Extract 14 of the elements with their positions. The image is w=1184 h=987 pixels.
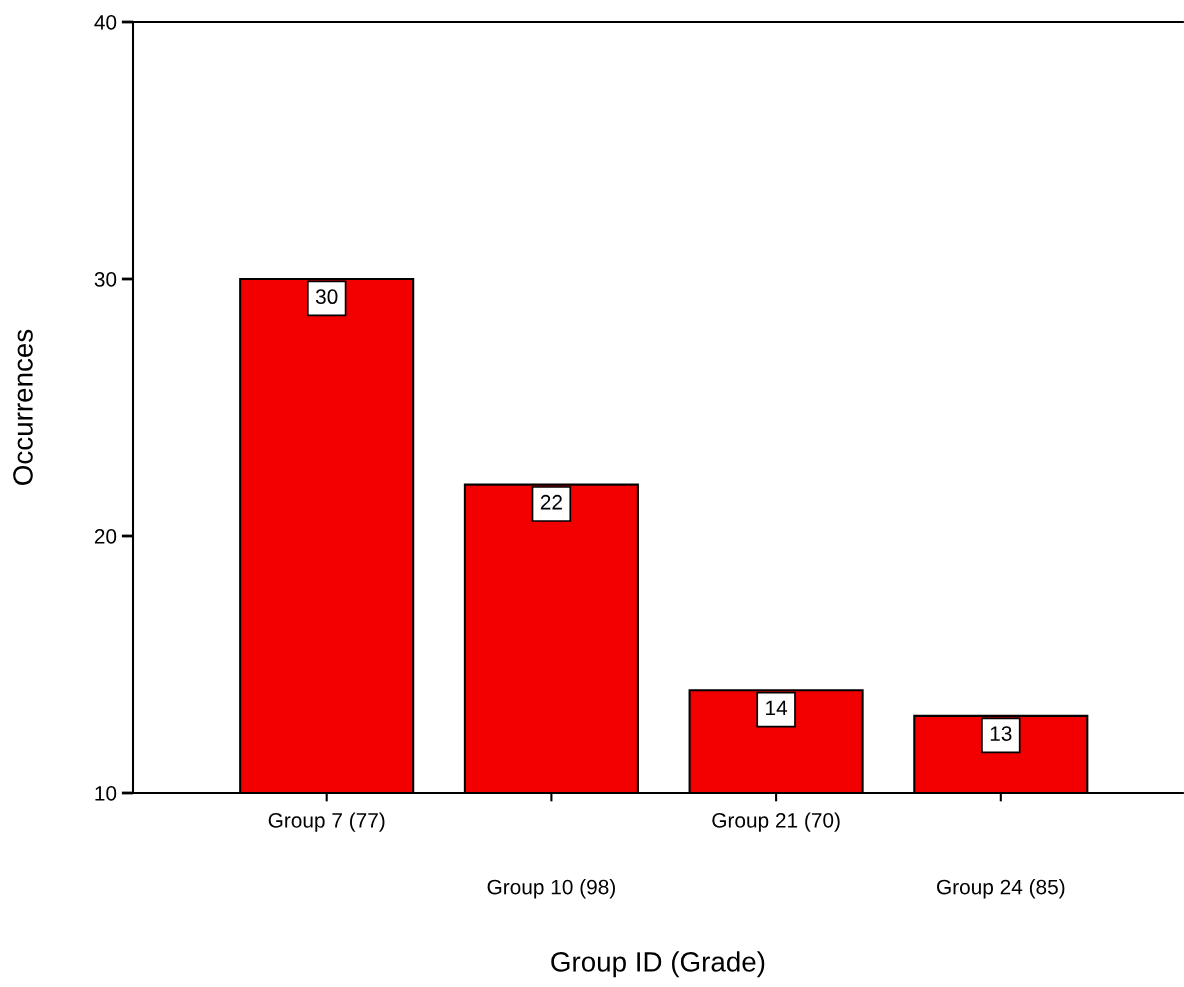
x-tick-label: Group 21 (70) — [712, 812, 840, 832]
x-axis-title: Group ID (Grade) — [551, 951, 765, 978]
data-label: 13 — [990, 726, 1012, 741]
x-tick-label: Group 7 (77) — [268, 812, 385, 832]
y-tick-label: 40 — [94, 15, 117, 30]
data-label: 30 — [315, 289, 338, 305]
y-tick-label: 30 — [94, 272, 117, 287]
y-tick-label: 10 — [95, 786, 117, 801]
y-tick-label: 20 — [94, 529, 117, 544]
x-tick-label: Group 24 (85) — [937, 879, 1065, 899]
x-tick-label: Group 10 (98) — [487, 879, 615, 899]
y-axis-title: Occurrences — [13, 329, 33, 485]
data-label: 14 — [766, 700, 788, 716]
data-label: 22 — [540, 494, 562, 510]
